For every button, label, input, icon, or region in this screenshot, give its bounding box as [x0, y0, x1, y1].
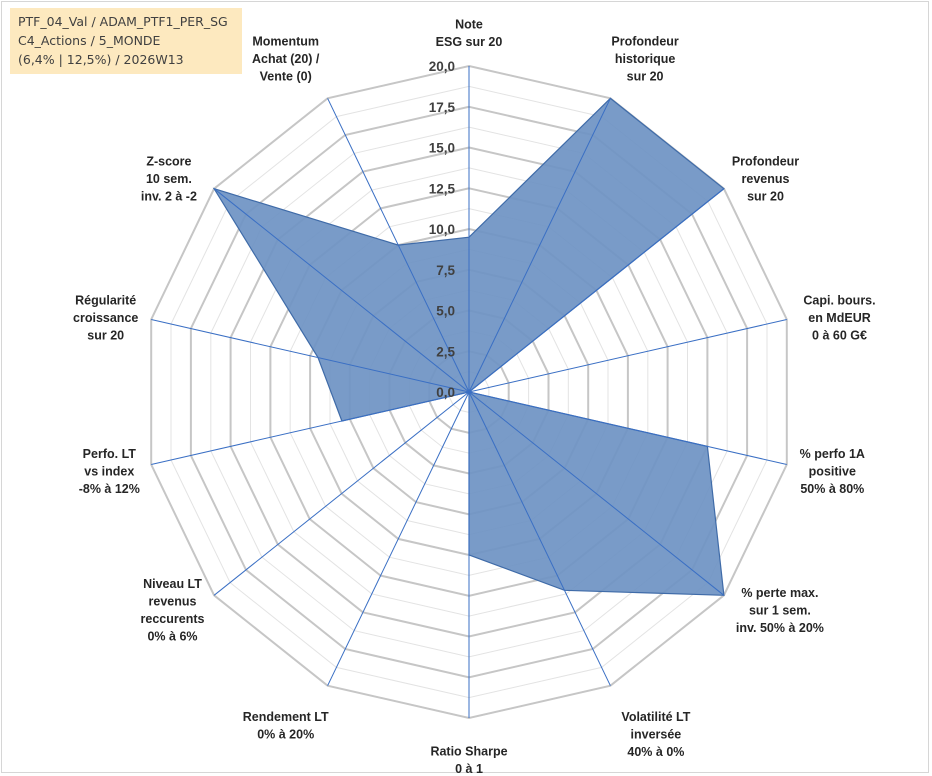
axis-label-line: % perte max.	[741, 586, 818, 600]
axis-label: Profondeur revenus sur 20	[732, 155, 799, 204]
axis-label-line: Achat (20) /	[252, 52, 320, 66]
axis-label-line: Perfo. LT	[83, 447, 137, 461]
axis-spoke	[213, 391, 470, 596]
tick-label: 5,0	[436, 304, 455, 319]
axis-label-line: positive	[809, 465, 856, 479]
info-line-1: PTF_04_Val / ADAM_PTF1_PER_SG	[18, 14, 228, 29]
tick-label: 15,0	[429, 141, 455, 156]
axis-label: Perfo. LT vs index -8% à 12%	[79, 447, 140, 496]
axis-label-line: % perfo 1A	[800, 447, 865, 461]
axis-spoke	[468, 98, 611, 393]
axis-spoke	[151, 391, 470, 465]
axis-label: Niveau LT revenus reccurents 0% à 6%	[141, 577, 205, 644]
axis-label-line: 0 à 1	[455, 762, 483, 776]
tick-label: 12,5	[429, 181, 456, 196]
axis-label-line: 0 à 60 G€	[812, 328, 867, 342]
axis-spoke	[468, 188, 725, 393]
axis-spoke	[327, 391, 470, 686]
axis-label-line: Niveau LT	[143, 577, 202, 591]
axis-label-line: revenus	[742, 172, 790, 186]
axis-label-line: 50% à 80%	[800, 482, 864, 496]
axis-label-line: sur 20	[87, 328, 124, 342]
axis-label-line: en MdEUR	[808, 311, 871, 325]
axis-label-line: croissance	[73, 311, 138, 325]
axis-label-line: Momentum	[252, 34, 319, 48]
axis-spoke	[468, 319, 787, 393]
axis-label: % perfo 1A positive 50% à 80%	[800, 447, 865, 496]
axis-label-line: inversée	[631, 728, 682, 742]
axis-label-line: Rendement LT	[243, 710, 329, 724]
axis-label: Capi. bours. en MdEUR 0 à 60 G€	[803, 293, 875, 342]
axis-label: Momentum Achat (20) / Vente (0)	[252, 34, 320, 83]
axis-label: Régularité croissance sur 20	[73, 293, 138, 342]
tick-label: 17,5	[429, 100, 456, 115]
axis-label: % perte max. sur 1 sem. inv. 50% à 20%	[736, 586, 824, 635]
axis-label-line: Note	[455, 18, 483, 32]
axis-label: Profondeur historique sur 20	[611, 34, 678, 83]
tick-label: 10,0	[429, 222, 455, 237]
axis-label: Z-score 10 sem. inv. 2 à -2	[141, 155, 197, 204]
tick-label: 0,0	[436, 385, 455, 400]
info-box: PTF_04_Val / ADAM_PTF1_PER_SG C4_Actions…	[10, 8, 242, 74]
axis-label-line: -8% à 12%	[79, 482, 140, 496]
axis-label-line: sur 20	[627, 69, 664, 83]
axis-spoke	[151, 319, 470, 393]
tick-label: 7,5	[436, 263, 455, 278]
axis-label-line: inv. 50% à 20%	[736, 621, 824, 635]
axis-label: Rendement LT 0% à 20%	[243, 710, 329, 742]
axis-label-line: Z-score	[146, 155, 191, 169]
axis-label-line: 0% à 6%	[147, 630, 197, 644]
axis-label-line: Régularité	[75, 293, 136, 307]
radial-tick-labels: 0,0 2,5 5,0 7,5 10,0 12,5 15,0 17,5 20,0	[429, 59, 456, 400]
axis-label-line: Capi. bours.	[803, 293, 875, 307]
axis-label-line: Volatilité LT	[621, 710, 690, 724]
axis-label-line: ESG sur 20	[436, 35, 503, 49]
axis-label-line: sur 20	[747, 190, 784, 204]
axis-labels: Note ESG sur 20 Profondeur historique sur 20…	[73, 18, 876, 776]
axis-spokes	[151, 66, 787, 718]
axis-label-line: Profondeur	[611, 34, 678, 48]
axis-label-line: sur 1 sem.	[749, 604, 811, 618]
axis-label-line: 10 sem.	[146, 172, 192, 186]
axis-label-line: vs index	[84, 465, 134, 479]
axis-label-line: Ratio Sharpe	[430, 745, 507, 759]
axis-label: Note ESG sur 20	[436, 18, 503, 50]
axis-label: Volatilité LT inversée 40% à 0%	[621, 710, 690, 759]
tick-label: 20,0	[429, 59, 455, 74]
axis-label-line: reccurents	[141, 612, 205, 626]
info-line-2: C4_Actions / 5_MONDE	[18, 33, 161, 48]
axis-label: Ratio Sharpe 0 à 1	[430, 745, 507, 776]
axis-label-line: 40% à 0%	[627, 745, 684, 759]
axis-spoke	[468, 391, 725, 596]
axis-spoke	[327, 98, 470, 393]
tick-label: 2,5	[436, 344, 455, 359]
axis-label-line: Vente (0)	[260, 69, 312, 83]
axis-label-line: 0% à 20%	[257, 728, 314, 742]
axis-spoke	[468, 391, 787, 465]
axis-spoke	[468, 391, 611, 686]
axis-label-line: inv. 2 à -2	[141, 190, 197, 204]
info-line-3: (6,4% | 12,5%) / 2026W13	[18, 52, 184, 67]
axis-label-line: Profondeur	[732, 155, 799, 169]
axis-label-line: historique	[615, 52, 675, 66]
axis-label-line: revenus	[149, 595, 197, 609]
axis-spoke	[213, 188, 470, 393]
